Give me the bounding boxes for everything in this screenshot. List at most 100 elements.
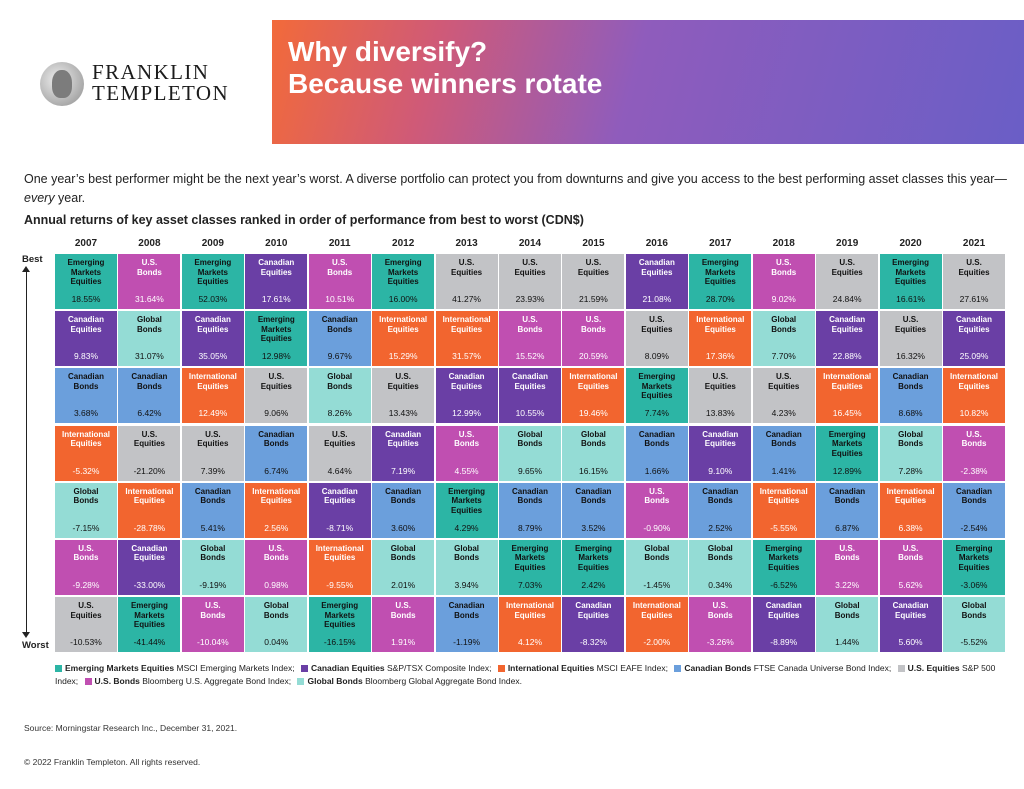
cell-return-value: 1.91% xyxy=(391,637,416,648)
cell-return-value: 52.03% xyxy=(198,294,228,304)
quilt-cell: Canadian Equities 21.08% xyxy=(625,254,688,309)
quilt-cell: U.S. Equities -21.20% xyxy=(118,425,181,481)
quilt-cell: Canadian Bonds 3.60% xyxy=(372,482,435,538)
quilt-cell: International Equities -5.32% xyxy=(55,425,117,481)
cell-return-value: 19.46% xyxy=(579,408,608,419)
cell-asset-name: Canadian Bonds xyxy=(194,486,231,506)
cell-asset-name: Canadian Bonds xyxy=(321,315,358,334)
cell-return-value: -2.00% xyxy=(643,637,671,648)
year-label: 2014 xyxy=(518,238,542,249)
quilt-cell: Canadian Equities -8.71% xyxy=(308,482,371,538)
quilt-cell: Emerging Markets Equities 7.74% xyxy=(625,368,688,424)
year-label: 2016 xyxy=(645,238,668,249)
banner-title-line-2: Because winners rotate xyxy=(288,68,603,99)
cell-return-value: -2.54% xyxy=(960,522,988,533)
cell-return-value: 6.42% xyxy=(137,408,162,419)
cell-return-value: 1.41% xyxy=(771,465,796,476)
legend-asset-name: Emerging Markets Equities xyxy=(65,663,175,673)
legend-item: Global Bonds Bloomberg Global Aggregate … xyxy=(297,676,522,686)
legend-swatch xyxy=(297,677,305,685)
quilt-cell: Canadian Equities -33.00% xyxy=(118,539,181,595)
cell-asset-name: Canadian Equities xyxy=(575,601,612,620)
cell-return-value: -9.28% xyxy=(72,579,100,590)
cell-return-value: 24.84% xyxy=(832,294,862,304)
cell-asset-name: Canadian Bonds xyxy=(385,486,422,506)
quilt-cell: U.S. Bonds -0.90% xyxy=(625,482,688,538)
cell-return-value: 7.19% xyxy=(391,465,416,476)
cell-asset-name: International Equities xyxy=(823,372,872,391)
cell-asset-name: U.S. Bonds xyxy=(834,543,860,563)
quilt-cell: U.S. Equities 9.06% xyxy=(245,368,308,424)
cell-return-value: 21.59% xyxy=(579,294,608,304)
quilt-cell: U.S. Equities -10.53% xyxy=(55,597,117,653)
cell-asset-name: U.S. Bonds xyxy=(390,601,416,620)
year-label: 2018 xyxy=(772,238,795,249)
cell-asset-name: U.S. Bonds xyxy=(771,258,797,277)
brand-line-2: TEMPLETON xyxy=(92,81,230,105)
quilt-cell: Canadian Bonds -1.19% xyxy=(435,597,498,653)
cell-return-value: 9.67% xyxy=(327,351,352,362)
cell-return-value: 31.07% xyxy=(135,351,164,362)
brand-line-1: FRANKLIN xyxy=(92,60,210,84)
legend-asset-name: Canadian Bonds xyxy=(684,663,752,673)
quilt-cell: U.S. Bonds 0.98% xyxy=(245,539,308,595)
cell-asset-name: International Equities xyxy=(632,601,681,620)
quilt-cell: U.S. Equities 23.93% xyxy=(499,254,561,309)
cell-return-value: -28.78% xyxy=(133,522,166,533)
quilt-cell: International Equities -2.00% xyxy=(625,597,688,653)
cell-asset-name: International Equities xyxy=(125,486,174,506)
quilt-cell: International Equities -9.55% xyxy=(308,539,371,595)
legend-item: Emerging Markets Equities MSCI Emerging … xyxy=(55,663,295,673)
cell-asset-name: U.S. Equities xyxy=(197,429,229,449)
legend-item: U.S. Equities S&P 500 Index; xyxy=(55,663,995,686)
cell-asset-name: International Equities xyxy=(696,315,745,334)
quilt-cell: Canadian Equities 12.99% xyxy=(435,368,498,424)
quilt-cell: Canadian Equities -8.32% xyxy=(562,597,625,653)
cell-asset-name: U.S. Equities xyxy=(70,601,102,620)
cell-asset-name: Emerging Markets Equities xyxy=(955,543,993,572)
cell-return-value: 31.64% xyxy=(135,294,164,304)
cell-asset-name: Emerging Markets Equities xyxy=(130,601,168,630)
quilt-cell: Canadian Bonds 8.68% xyxy=(879,368,942,424)
cell-return-value: 0.98% xyxy=(264,579,289,590)
cell-return-value: 22.88% xyxy=(832,351,862,362)
cell-return-value: 20.59% xyxy=(579,351,608,362)
year-label: 2017 xyxy=(709,238,732,249)
quilt-cell: U.S. Equities 16.32% xyxy=(879,311,942,367)
cell-asset-name: Canadian Bonds xyxy=(575,486,612,506)
cell-asset-name: U.S. Bonds xyxy=(263,543,289,563)
cell-return-value: 12.89% xyxy=(832,465,862,476)
cell-asset-name: Global Bonds xyxy=(390,543,416,563)
cell-return-value: 7.70% xyxy=(771,351,796,362)
cell-asset-name: Global Bonds xyxy=(580,429,606,449)
cell-asset-name: Global Bonds xyxy=(517,429,543,449)
legend-index-name: Bloomberg Global Aggregate Bond Index. xyxy=(362,676,522,686)
quilt-cell: Emerging Markets Equities -3.06% xyxy=(943,539,1006,595)
quilt-cell: International Equities 4.12% xyxy=(499,597,561,653)
cell-return-value: 9.06% xyxy=(264,408,289,419)
legend-swatch xyxy=(55,664,62,672)
quilt-cell: U.S. Bonds 4.55% xyxy=(435,425,498,481)
cell-return-value: 27.61% xyxy=(959,294,989,304)
franklin-templeton-logo: FRANKLIN TEMPLETON xyxy=(40,60,240,110)
quilt-cell: Global Bonds -9.19% xyxy=(181,539,244,595)
quilt-cell: U.S. Equities 4.23% xyxy=(752,368,815,424)
cell-return-value: 16.15% xyxy=(579,465,608,476)
quilt-cell: U.S. Bonds -9.28% xyxy=(55,539,117,595)
cell-asset-name: International Equities xyxy=(886,486,935,506)
cell-return-value: -1.19% xyxy=(453,637,481,648)
year-header-row: 2007 2008 2009 2010 2011 2012 2013 2014 2015 2016… xyxy=(55,238,1005,252)
cell-return-value: -33.00% xyxy=(133,579,166,590)
quilt-cell: U.S. Bonds -10.04% xyxy=(181,597,244,653)
cell-return-value: 23.93% xyxy=(515,294,545,304)
quilt-cell: Canadian Equities 5.60% xyxy=(879,597,942,653)
quilt-cell: Canadian Equities -8.89% xyxy=(752,597,815,653)
cell-return-value: -5.55% xyxy=(770,522,798,533)
quilt-cell: Global Bonds 9.65% xyxy=(499,425,561,481)
cell-asset-name: U.S. Bonds xyxy=(200,601,226,620)
cell-asset-name: International Equities xyxy=(759,486,808,506)
cell-return-value: 17.61% xyxy=(261,294,291,304)
year-label: 2019 xyxy=(836,238,859,249)
quilt-cell: International Equities 15.29% xyxy=(372,311,435,367)
source-note: Source: Morningstar Research Inc., Decem… xyxy=(24,723,238,733)
